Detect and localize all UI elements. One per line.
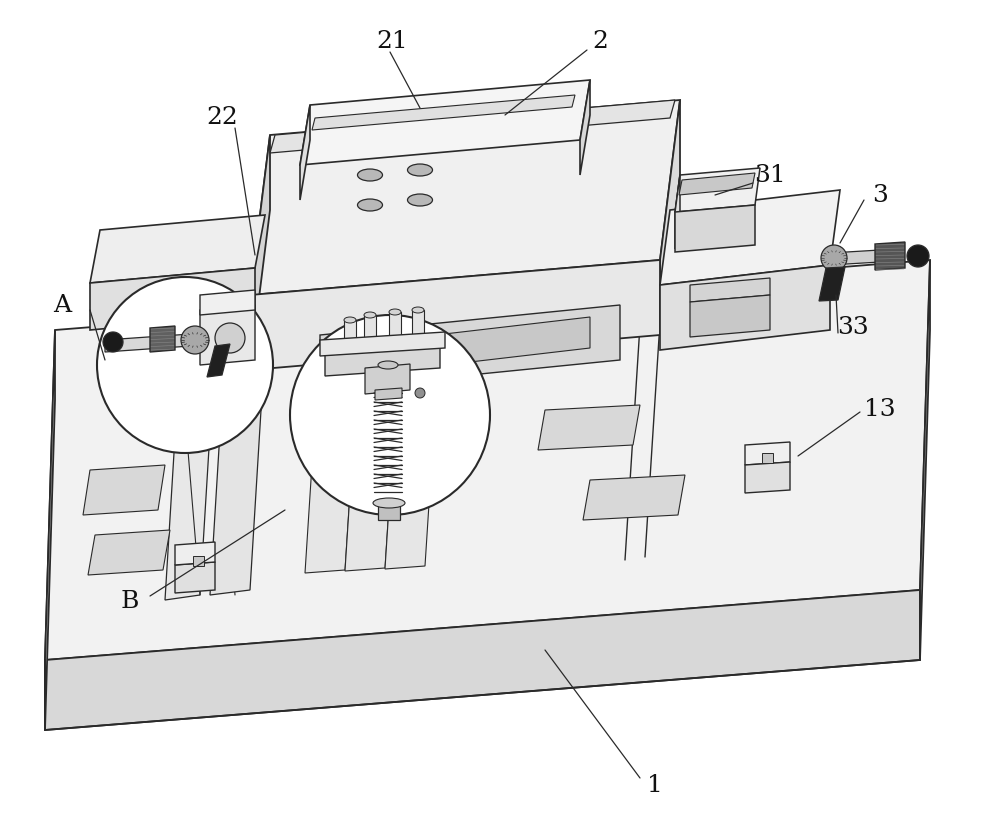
Polygon shape: [88, 530, 170, 575]
Ellipse shape: [389, 309, 401, 315]
Polygon shape: [210, 345, 265, 595]
Polygon shape: [583, 475, 685, 520]
Polygon shape: [90, 215, 265, 283]
Polygon shape: [305, 337, 360, 573]
Polygon shape: [412, 310, 424, 348]
Polygon shape: [250, 135, 270, 370]
Polygon shape: [690, 295, 770, 337]
Polygon shape: [675, 168, 760, 212]
Ellipse shape: [378, 361, 398, 369]
Polygon shape: [200, 305, 255, 365]
Polygon shape: [105, 333, 205, 352]
Polygon shape: [45, 590, 920, 730]
Text: 33: 33: [837, 317, 869, 340]
Text: 31: 31: [754, 164, 786, 186]
Polygon shape: [45, 260, 930, 660]
Polygon shape: [175, 562, 215, 593]
Polygon shape: [300, 105, 310, 200]
Polygon shape: [150, 326, 175, 352]
Polygon shape: [200, 290, 255, 315]
Polygon shape: [175, 542, 215, 565]
Ellipse shape: [358, 169, 382, 181]
Text: 22: 22: [206, 106, 238, 130]
Text: 3: 3: [872, 184, 888, 206]
Polygon shape: [675, 175, 680, 249]
Polygon shape: [325, 347, 440, 376]
Text: 13: 13: [864, 399, 896, 421]
Polygon shape: [250, 260, 660, 370]
Circle shape: [215, 323, 245, 353]
Polygon shape: [875, 242, 905, 270]
Polygon shape: [344, 320, 356, 358]
Polygon shape: [819, 267, 845, 301]
Text: 21: 21: [376, 31, 408, 53]
Ellipse shape: [408, 194, 432, 206]
Polygon shape: [193, 556, 204, 566]
Polygon shape: [350, 317, 590, 376]
Ellipse shape: [412, 307, 424, 313]
Ellipse shape: [408, 164, 432, 176]
Circle shape: [415, 388, 425, 398]
Polygon shape: [660, 265, 830, 350]
Polygon shape: [762, 453, 773, 463]
Polygon shape: [270, 100, 675, 153]
Polygon shape: [920, 260, 930, 660]
Text: 2: 2: [592, 31, 608, 53]
Text: 1: 1: [647, 774, 663, 796]
Text: A: A: [53, 293, 71, 317]
Circle shape: [290, 315, 490, 515]
Ellipse shape: [344, 317, 356, 323]
Polygon shape: [90, 268, 255, 330]
Polygon shape: [375, 388, 402, 400]
Polygon shape: [385, 333, 440, 569]
Polygon shape: [660, 190, 840, 285]
Polygon shape: [538, 405, 640, 450]
Polygon shape: [365, 364, 410, 394]
Ellipse shape: [364, 312, 376, 318]
Ellipse shape: [373, 498, 405, 508]
Polygon shape: [679, 173, 755, 195]
Polygon shape: [364, 315, 376, 353]
Circle shape: [907, 245, 929, 267]
Polygon shape: [389, 312, 401, 350]
Polygon shape: [165, 350, 215, 600]
Polygon shape: [690, 278, 770, 302]
Circle shape: [821, 245, 847, 271]
Circle shape: [97, 277, 273, 453]
Ellipse shape: [358, 199, 382, 211]
Polygon shape: [345, 335, 400, 571]
Polygon shape: [745, 442, 790, 465]
Polygon shape: [300, 80, 590, 165]
Text: B: B: [121, 591, 139, 613]
Polygon shape: [320, 332, 445, 356]
Polygon shape: [320, 305, 620, 390]
Polygon shape: [207, 344, 230, 377]
Circle shape: [181, 326, 209, 354]
Polygon shape: [83, 465, 165, 515]
Polygon shape: [830, 250, 880, 265]
Circle shape: [103, 332, 123, 352]
Polygon shape: [45, 330, 55, 730]
Polygon shape: [378, 503, 400, 520]
Polygon shape: [580, 80, 590, 175]
Polygon shape: [250, 100, 680, 295]
Polygon shape: [675, 205, 755, 252]
Polygon shape: [312, 95, 575, 130]
Polygon shape: [660, 100, 680, 335]
Polygon shape: [745, 462, 790, 493]
